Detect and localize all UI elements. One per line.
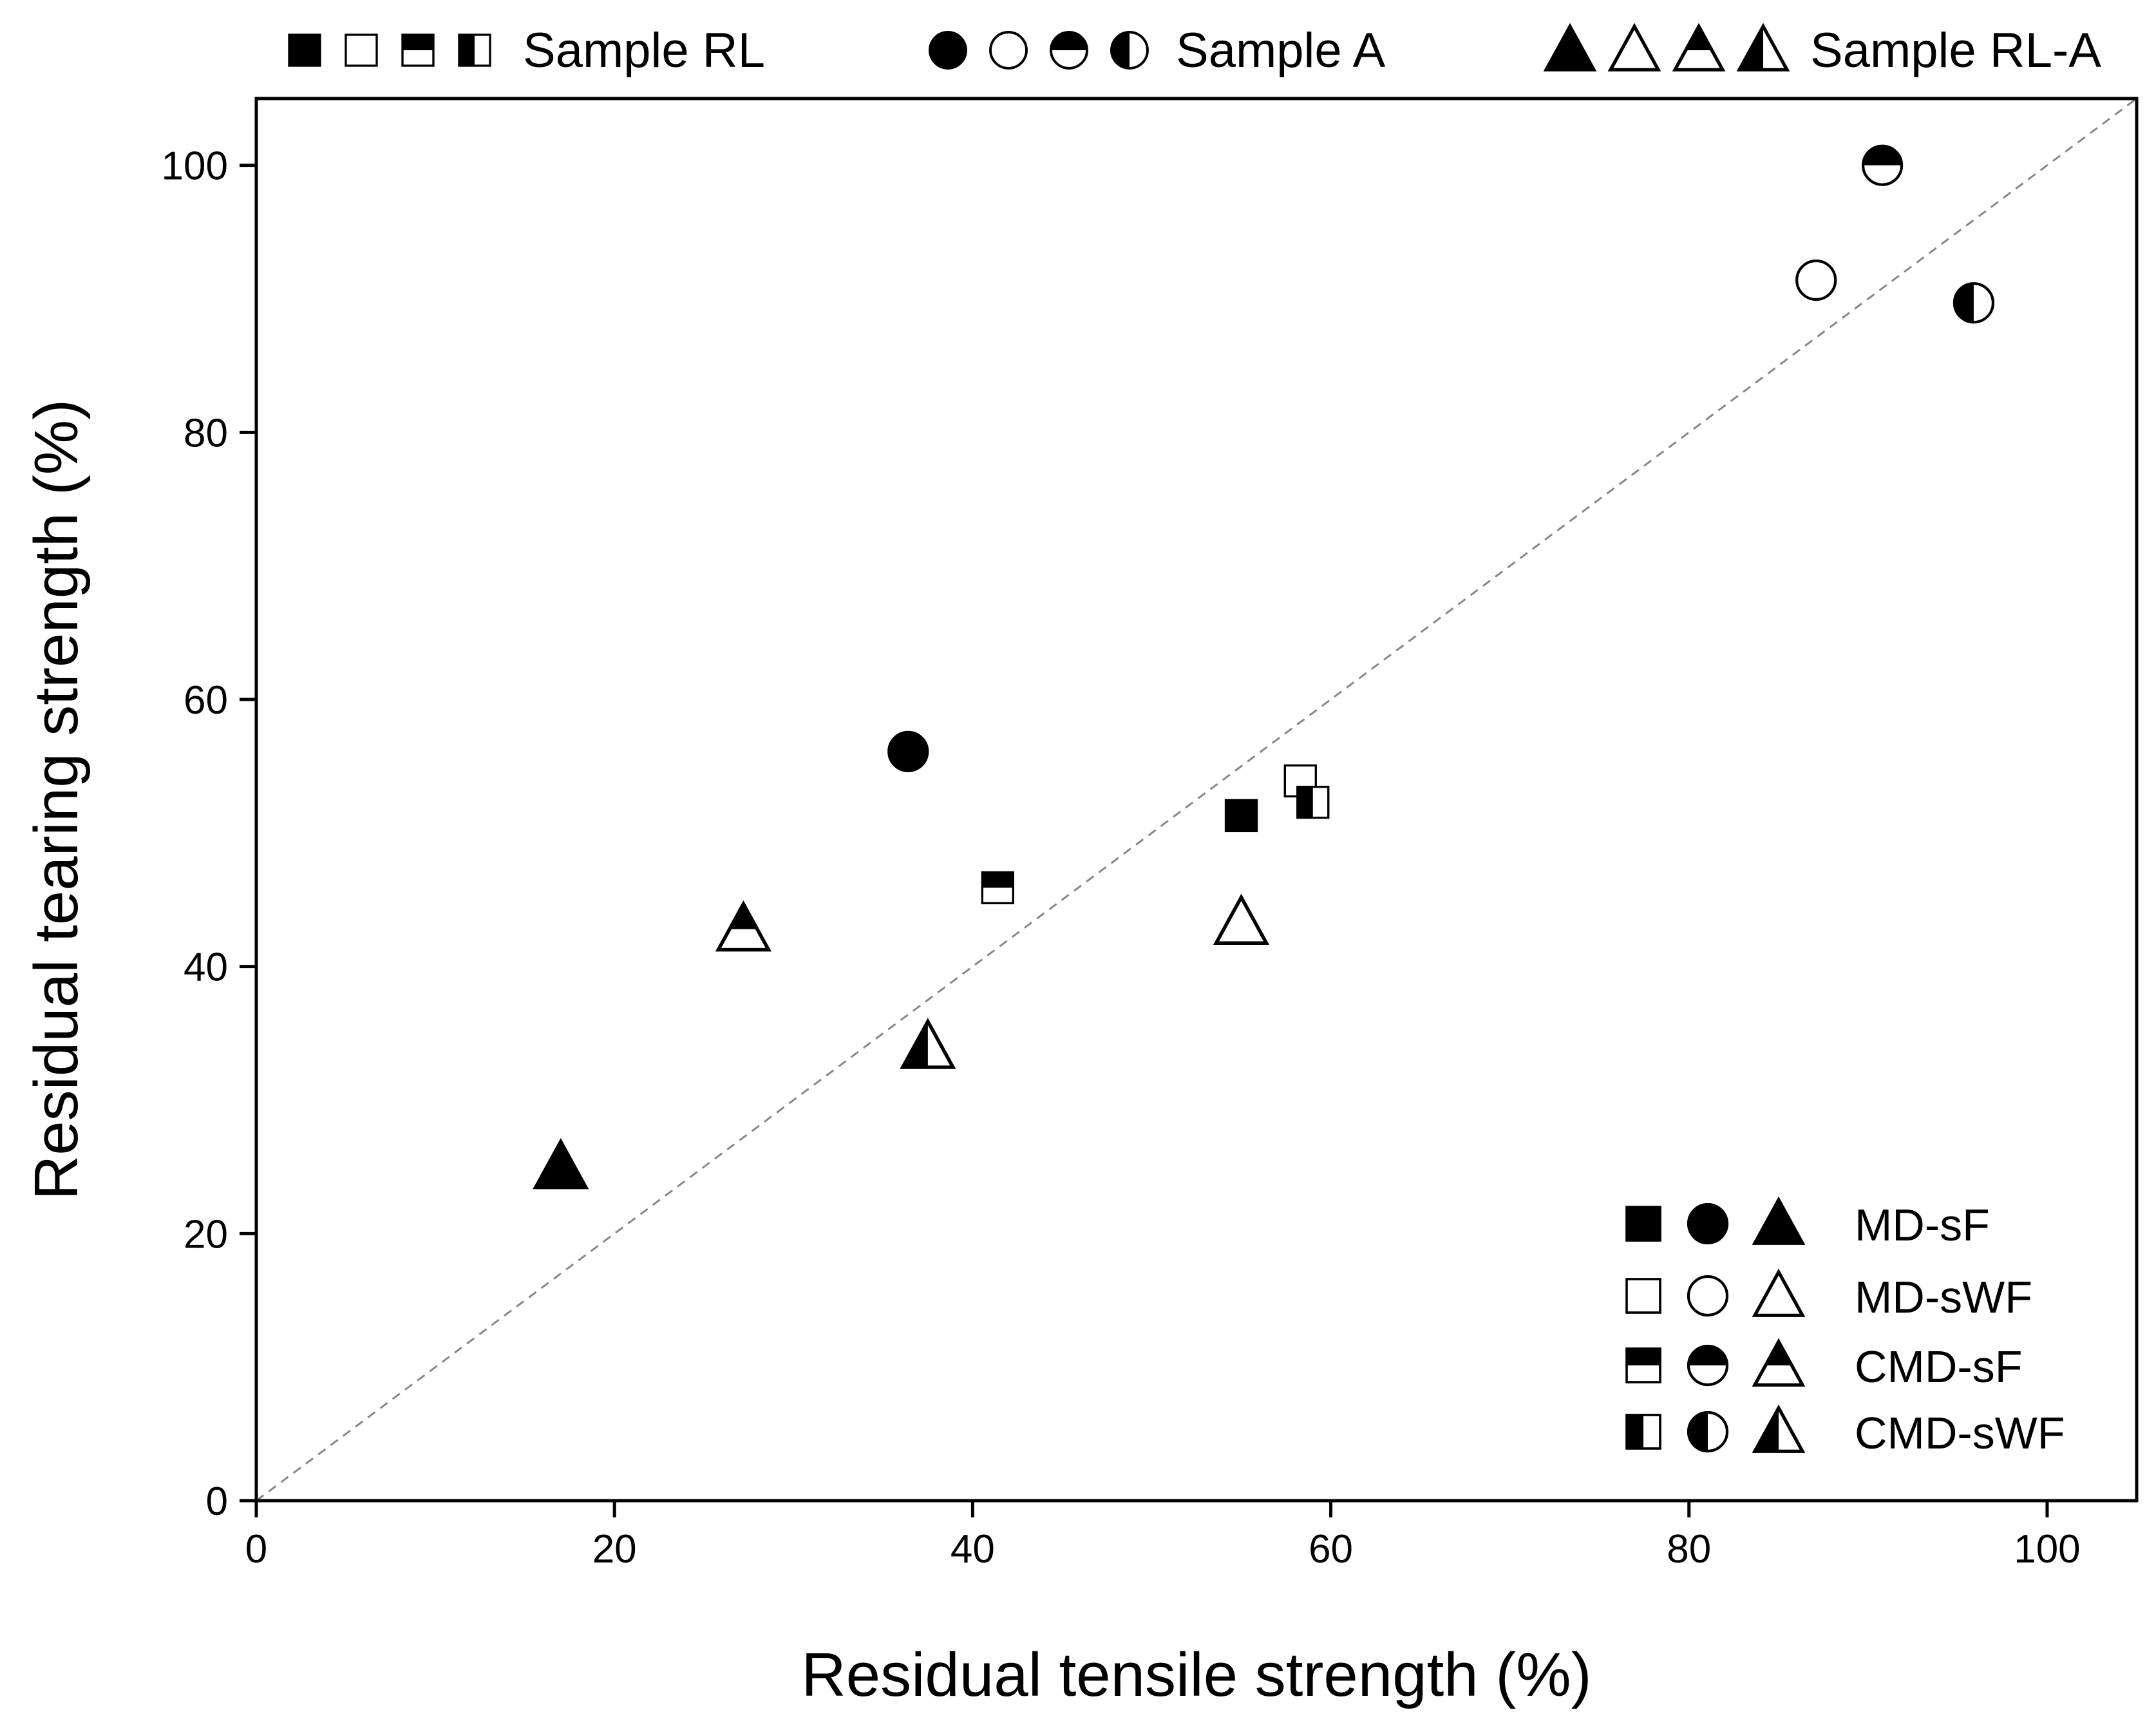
condition-legend-marker [1625, 1278, 1661, 1314]
condition-legend-label: CMD-sF [1855, 1342, 2022, 1392]
data-points-layer [533, 144, 1995, 1190]
y-tick-label: 0 [206, 1479, 228, 1524]
condition-legend-marker [1752, 1338, 1806, 1387]
reference-diagonal-line [256, 97, 2137, 1502]
x-tick-label: 100 [2014, 1527, 2080, 1572]
sample-legend-label: Sample A [1176, 23, 1386, 78]
y-tick-label: 40 [184, 945, 228, 990]
x-tick-label: 80 [1667, 1527, 1711, 1572]
x-tick-label: 60 [1309, 1527, 1353, 1572]
sample-legend: Sample RL Sample A Sample RL-A [288, 23, 2101, 78]
condition-legend-marker [1687, 1275, 1729, 1317]
point-sample-a-md-sf [887, 730, 929, 772]
sample-legend-marker [1672, 23, 1726, 71]
sample-legend-marker [1110, 31, 1149, 70]
condition-legend-label: MD-sWF [1855, 1272, 2032, 1322]
condition-legend: MD-sF MD-sWF CMD-sF CMD-sWF [1625, 1196, 2065, 1458]
point-sample-a-cmd-swf [1953, 282, 1995, 324]
condition-legend-marker [1687, 1202, 1729, 1245]
condition-legend-marker [1625, 1347, 1661, 1383]
condition-legend-marker [1687, 1410, 1729, 1453]
point-sample-rl-a-md-sf [533, 1137, 589, 1190]
point-sample-rl-a-md-swf [1213, 893, 1270, 945]
x-tick-label: 40 [950, 1527, 995, 1572]
sample-legend-marker [1607, 23, 1661, 71]
x-tick-label: 20 [592, 1527, 637, 1572]
condition-legend-marker [1687, 1344, 1729, 1387]
reference-line-layer [256, 97, 2137, 1502]
sample-legend-marker [401, 33, 435, 67]
condition-legend-marker [1752, 1268, 1806, 1317]
sample-legend-marker [1736, 23, 1790, 71]
x-axis-title: Residual tensile strength (%) [801, 1640, 1591, 1709]
point-sample-a-cmd-sf [1862, 144, 1904, 186]
y-axis-title: Residual tearing strength (%) [22, 399, 91, 1200]
condition-legend-marker [1625, 1206, 1661, 1242]
sample-legend-marker [458, 33, 491, 67]
y-tick-label: 60 [184, 678, 228, 723]
point-sample-a-md-swf [1795, 259, 1837, 301]
sample-legend-marker [1050, 31, 1088, 70]
plot-frame [254, 97, 2139, 1503]
sample-legend-marker [989, 31, 1028, 70]
point-sample-rl-a-cmd-sf [715, 900, 772, 952]
y-tick-label: 80 [184, 411, 228, 455]
condition-legend-marker [1752, 1404, 1806, 1453]
condition-legend-marker [1752, 1196, 1806, 1245]
sample-legend-marker [345, 33, 378, 67]
point-sample-rl-a-cmd-swf [900, 1018, 956, 1069]
sample-legend-label: Sample RL-A [1810, 23, 2101, 78]
y-tick-label: 20 [184, 1212, 228, 1257]
y-tick-label: 100 [162, 144, 228, 189]
sample-legend-label: Sample RL [523, 23, 765, 78]
sample-legend-marker [929, 31, 967, 70]
point-sample-rl-cmd-swf [1296, 785, 1330, 819]
condition-legend-marker [1625, 1414, 1661, 1450]
axes-layer: 0 20 40 60 80 100 0 20 40 60 80 100 [162, 97, 2139, 1572]
point-sample-rl-md-sf [1224, 799, 1258, 833]
sample-legend-marker [1543, 23, 1597, 71]
point-sample-rl-cmd-sf [981, 871, 1014, 905]
x-tick-label: 0 [245, 1527, 267, 1572]
condition-legend-label: MD-sF [1855, 1200, 1990, 1250]
condition-legend-label: CMD-sWF [1855, 1408, 2065, 1458]
sample-legend-marker [288, 33, 321, 67]
